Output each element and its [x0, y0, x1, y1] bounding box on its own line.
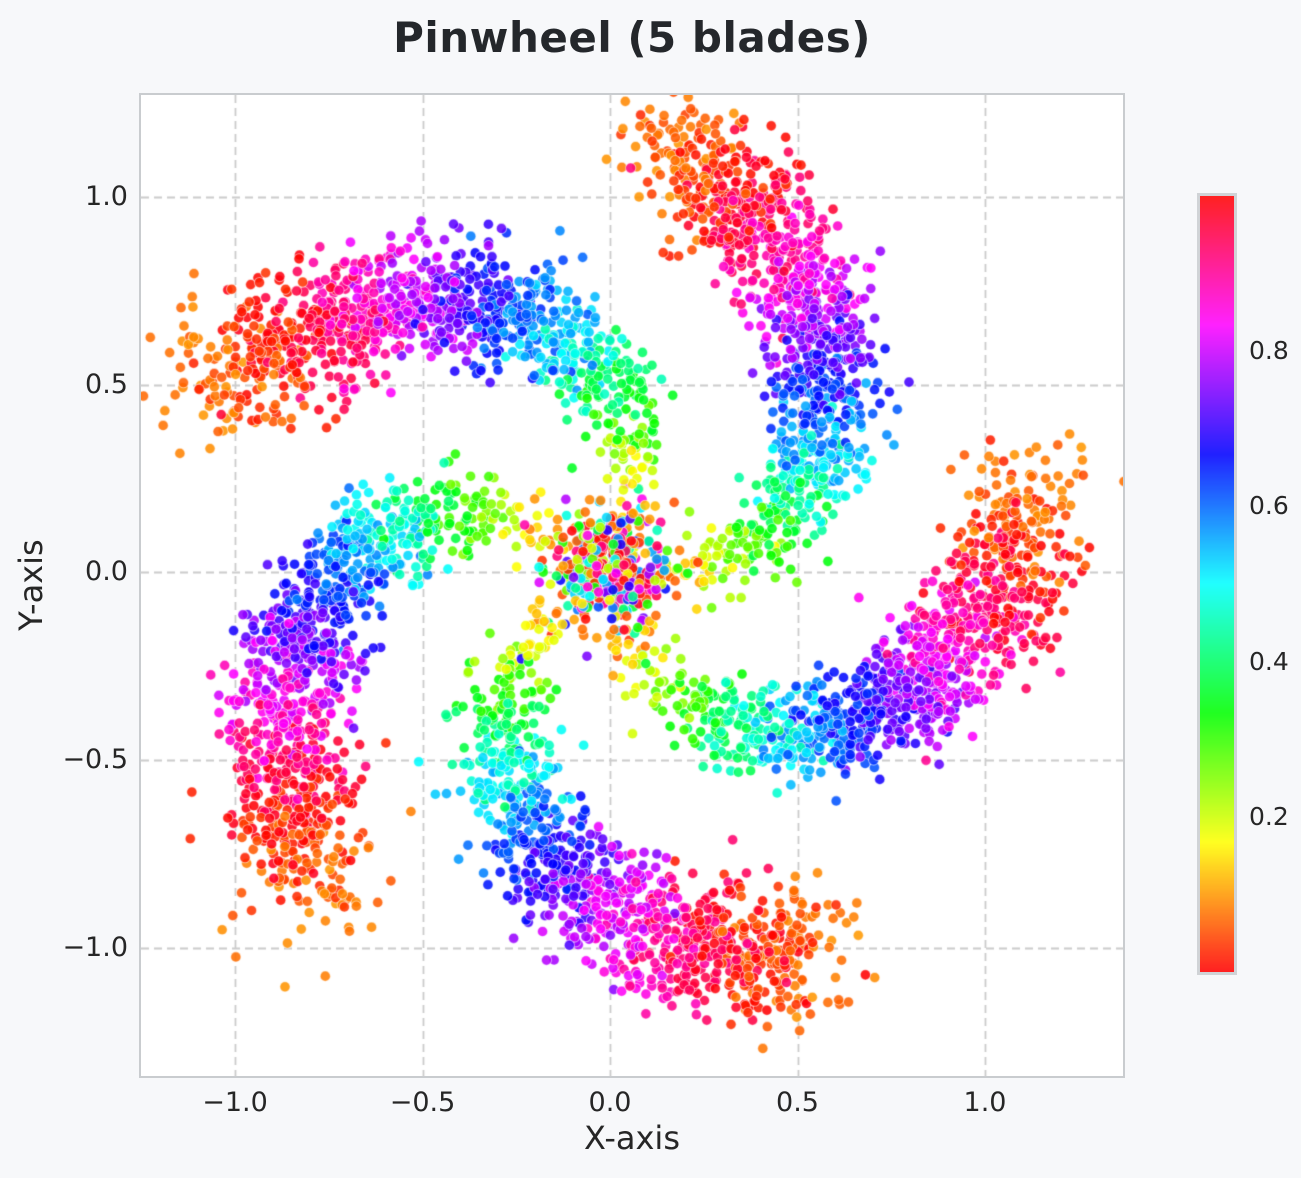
colorbar-tick-label: 0.4 — [1249, 646, 1289, 676]
y-tick-label: 0.5 — [85, 368, 128, 400]
chart-title: Pinwheel (5 blades) — [393, 13, 871, 62]
colorbar-tick-label: 0.6 — [1249, 491, 1289, 521]
colorbar-tick-label: 0.2 — [1249, 801, 1289, 831]
scatter-canvas — [141, 95, 1123, 1076]
y-tick-label: 0.0 — [85, 556, 128, 588]
x-tick-label: 1.0 — [963, 1087, 1007, 1118]
x-tick-label: −1.0 — [202, 1087, 268, 1118]
x-tick-label: −0.5 — [389, 1087, 456, 1118]
y-tick-label: −0.5 — [62, 744, 128, 776]
colorbar-canvas — [1200, 196, 1234, 972]
y-tick-label: 1.0 — [85, 180, 128, 212]
x-axis-label: X-axis — [584, 1119, 680, 1157]
plot-area — [139, 93, 1125, 1078]
x-tick-label: 0.5 — [776, 1087, 819, 1118]
colorbar — [1197, 193, 1237, 975]
colorbar-tick-label: 0.8 — [1249, 336, 1289, 366]
y-tick-label: −1.0 — [62, 931, 128, 963]
x-tick-label: 0.0 — [588, 1087, 632, 1118]
